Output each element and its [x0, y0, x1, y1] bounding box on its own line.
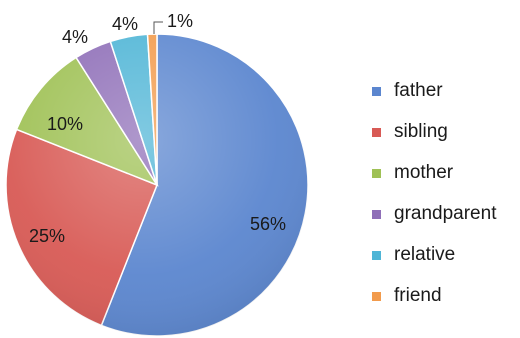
pie-chart: 56% 25% 10% 4% 4% 1% — [5, 11, 309, 337]
slice-label-mother: 10% — [47, 114, 83, 134]
legend-swatch-mother — [372, 169, 381, 178]
legend-swatch-grandparent — [372, 210, 381, 219]
legend-item-mother: mother — [372, 162, 520, 203]
legend-swatch-friend — [372, 292, 381, 301]
legend-swatch-relative — [372, 251, 381, 260]
legend-item-grandparent: grandparent — [372, 203, 520, 244]
legend-label-friend: friend — [394, 285, 442, 306]
legend-label-father: father — [394, 80, 443, 101]
legend-swatch-sibling — [372, 128, 381, 137]
legend-label-mother: mother — [394, 162, 454, 183]
slice-label-sibling: 25% — [29, 226, 65, 246]
slice-label-father: 56% — [250, 214, 286, 234]
legend-item-sibling: sibling — [372, 121, 520, 162]
slice-label-grandparent: 4% — [62, 27, 88, 47]
legend-label-relative: relative — [394, 244, 456, 265]
legend-item-relative: relative — [372, 244, 520, 285]
friend-leader-line — [153, 21, 163, 34]
slice-label-relative: 4% — [112, 14, 138, 34]
legend-swatch-father — [372, 87, 381, 96]
legend: father sibling mother grandparent relative fr… — [372, 80, 520, 326]
legend-label-grandparent: grandparent — [394, 203, 497, 224]
legend-label-sibling: sibling — [394, 121, 448, 142]
legend-item-friend: friend — [372, 285, 520, 326]
slice-label-friend: 1% — [167, 11, 193, 31]
legend-item-father: father — [372, 80, 520, 121]
